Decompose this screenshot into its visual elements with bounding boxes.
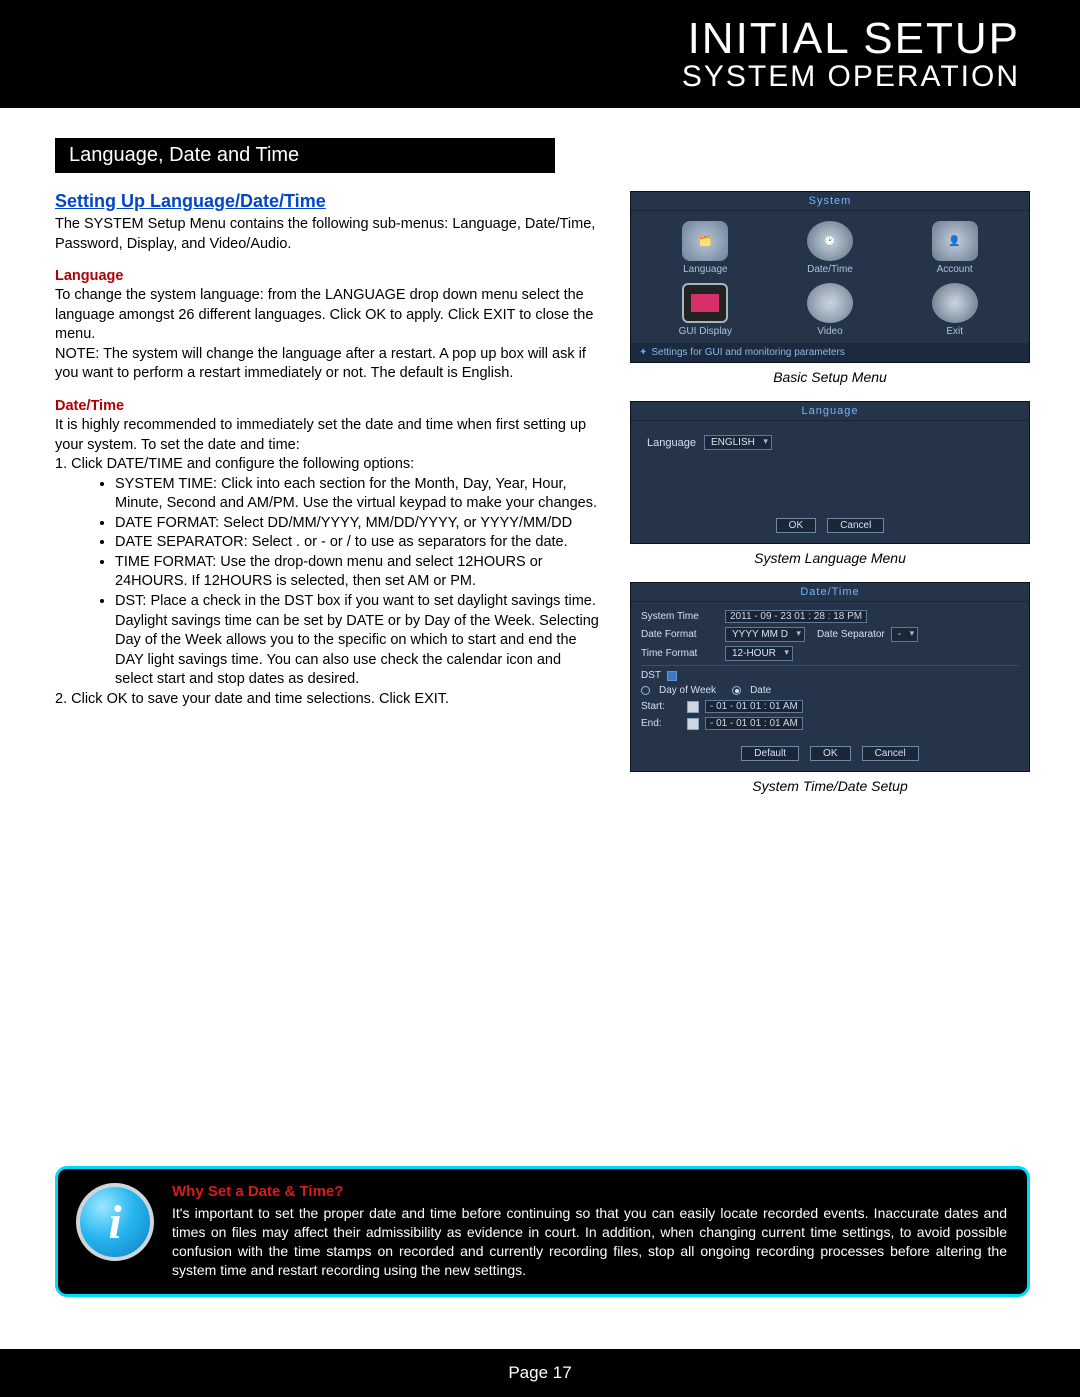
icon-label: Video xyxy=(817,326,842,337)
language-label: Language xyxy=(55,268,600,284)
datetime-bullets: SYSTEM TIME: Click into each section for… xyxy=(115,475,600,690)
dow-radio[interactable] xyxy=(641,686,650,695)
exit-icon: ⎋ xyxy=(932,283,978,323)
start-label: Start: xyxy=(641,701,681,712)
menu-item-video[interactable]: ⏻ Video xyxy=(807,283,853,337)
system-time-field[interactable]: 2011 - 09 - 23 01 : 28 : 18 PM xyxy=(725,610,867,623)
calendar-icon[interactable] xyxy=(687,701,699,713)
header-title: INITIAL SETUP xyxy=(0,14,1020,64)
end-field[interactable]: - 01 - 01 01 : 01 AM xyxy=(705,717,803,730)
date-radio[interactable] xyxy=(732,686,741,695)
bullet-item: TIME FORMAT: Use the drop-down menu and … xyxy=(115,553,600,592)
cancel-button[interactable]: Cancel xyxy=(827,518,884,533)
language-text: To change the system language: from the … xyxy=(55,286,600,384)
icon-label: Language xyxy=(683,264,728,275)
panel-title: Date/Time xyxy=(631,583,1029,602)
dst-checkbox[interactable] xyxy=(667,671,677,681)
clock-icon: 🕑 xyxy=(807,221,853,261)
bullet-item: SYSTEM TIME: Click into each section for… xyxy=(115,475,600,514)
icon-label: Account xyxy=(937,264,973,275)
cancel-button[interactable]: Cancel xyxy=(862,746,919,761)
field-label: Language xyxy=(647,437,696,449)
hint-text: Settings for GUI and monitoring paramete… xyxy=(651,347,844,358)
menu-item-exit[interactable]: ⎋ Exit xyxy=(932,283,978,337)
content-area: Language, Date and Time Setting Up Langu… xyxy=(0,108,1080,810)
field-label: System Time xyxy=(641,611,719,622)
page-header: INITIAL SETUP SYSTEM OPERATION xyxy=(0,0,1080,108)
date-separator-dropdown[interactable]: - xyxy=(891,627,918,642)
bullet-item: DST: Place a check in the DST box if you… xyxy=(115,592,600,690)
field-label: Time Format xyxy=(641,648,719,659)
display-icon xyxy=(682,283,728,323)
manual-page: INITIAL SETUP SYSTEM OPERATION Language,… xyxy=(0,0,1080,1397)
dow-label: Day of Week xyxy=(659,685,716,696)
menu-item-language[interactable]: 🗂️ Language xyxy=(682,221,728,275)
basic-setup-screenshot: System 🗂️ Language 🕑 Date/Time 👤 Acco xyxy=(630,191,1030,363)
header-subtitle: SYSTEM OPERATION xyxy=(0,60,1020,94)
panel-title: System xyxy=(631,192,1029,211)
datetime-menu-screenshot: Date/Time System Time 2011 - 09 - 23 01 … xyxy=(630,582,1030,772)
datetime-step1: 1. Click DATE/TIME and configure the fol… xyxy=(55,455,600,475)
bullet-item: DATE FORMAT: Select DD/MM/YYYY, MM/DD/YY… xyxy=(115,514,600,534)
caption-dt: System Time/Date Setup xyxy=(630,778,1030,794)
page-number: Page 17 xyxy=(508,1363,571,1382)
caption-lang: System Language Menu xyxy=(630,550,1030,566)
ok-button[interactable]: OK xyxy=(810,746,850,761)
account-icon: 👤 xyxy=(932,221,978,261)
screenshot-column: System 🗂️ Language 🕑 Date/Time 👤 Acco xyxy=(630,191,1030,810)
icon-label: GUI Display xyxy=(679,326,732,337)
icon-label: Exit xyxy=(946,326,963,337)
info-icon: i xyxy=(76,1183,154,1261)
date-format-dropdown[interactable]: YYYY MM D xyxy=(725,627,805,642)
section-bar: Language, Date and Time xyxy=(55,138,555,173)
panel-title: Language xyxy=(631,402,1029,421)
datetime-step2: 2. Click OK to save your date and time s… xyxy=(55,690,600,710)
bullet-item: DATE SEPARATOR: Select . or - or / to us… xyxy=(115,533,600,553)
callout-body: It's important to set the proper date an… xyxy=(172,1204,1007,1280)
menu-item-datetime[interactable]: 🕑 Date/Time xyxy=(807,221,853,275)
language-menu-screenshot: Language Language ENGLISH OK Cancel xyxy=(630,401,1030,544)
info-callout: i Why Set a Date & Time? It's important … xyxy=(55,1166,1030,1297)
text-column: Setting Up Language/Date/Time The SYSTEM… xyxy=(55,191,600,810)
callout-title: Why Set a Date & Time? xyxy=(172,1183,1007,1200)
ok-button[interactable]: OK xyxy=(776,518,816,533)
page-footer: Page 17 xyxy=(0,1349,1080,1397)
callout-text: Why Set a Date & Time? It's important to… xyxy=(172,1183,1007,1280)
intro-text: The SYSTEM Setup Menu contains the follo… xyxy=(55,215,600,254)
datetime-label: Date/Time xyxy=(55,398,600,414)
icon-label: Date/Time xyxy=(807,264,853,275)
time-format-dropdown[interactable]: 12-HOUR xyxy=(725,646,793,661)
datetime-lead: It is highly recommended to immediately … xyxy=(55,416,600,455)
caption-basic: Basic Setup Menu xyxy=(630,369,1030,385)
sub-heading: Setting Up Language/Date/Time xyxy=(55,191,600,212)
default-button[interactable]: Default xyxy=(741,746,799,761)
hint-icon: ✦ xyxy=(639,347,647,358)
field-label: Date Separator xyxy=(817,629,885,640)
language-icon: 🗂️ xyxy=(682,221,728,261)
dst-label: DST xyxy=(641,670,661,681)
language-dropdown[interactable]: ENGLISH xyxy=(704,435,772,450)
menu-item-gui[interactable]: GUI Display xyxy=(679,283,732,337)
menu-item-account[interactable]: 👤 Account xyxy=(932,221,978,275)
end-label: End: xyxy=(641,718,681,729)
start-field[interactable]: - 01 - 01 01 : 01 AM xyxy=(705,700,803,713)
field-label: Date Format xyxy=(641,629,719,640)
calendar-icon[interactable] xyxy=(687,718,699,730)
date-label: Date xyxy=(750,685,771,696)
video-icon: ⏻ xyxy=(807,283,853,323)
panel-hint: ✦ Settings for GUI and monitoring paramet… xyxy=(631,343,1029,362)
